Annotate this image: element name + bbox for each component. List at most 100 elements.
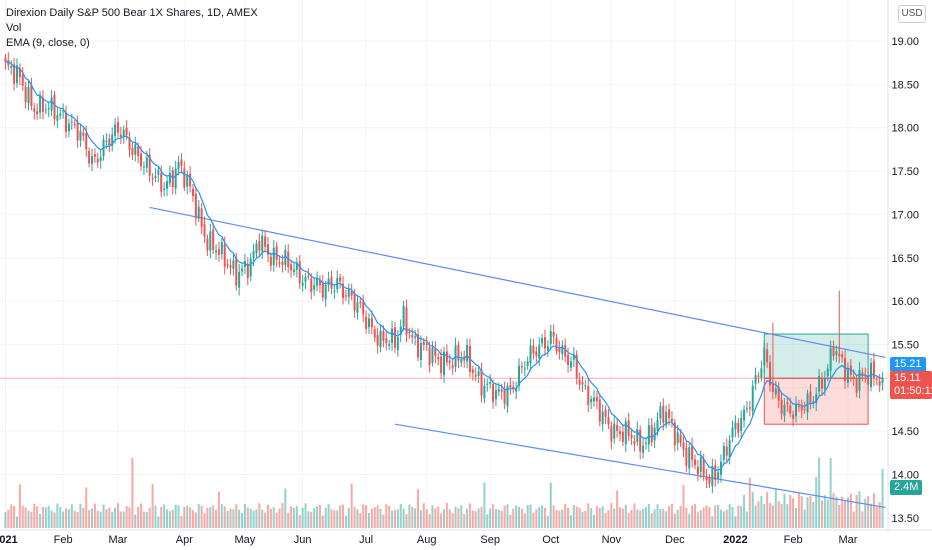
candle-body: [76, 122, 79, 141]
volume-bar: [616, 490, 619, 528]
candle-body: [751, 385, 754, 412]
candle-body: [431, 347, 434, 363]
x-tick-label: Mar: [838, 534, 857, 546]
volume-bar: [820, 500, 823, 528]
candle-body: [584, 385, 587, 387]
candle-body: [561, 345, 564, 355]
candle-body: [569, 361, 572, 368]
volume-bar: [362, 504, 365, 528]
volume-bar: [636, 509, 639, 528]
volume-bar: [180, 516, 183, 528]
trendlines[interactable]: [149, 206, 886, 509]
volume-bar: [88, 509, 91, 528]
volume-bar: [593, 514, 596, 528]
volume-bar: [33, 503, 36, 528]
volume-bar: [39, 513, 42, 528]
candle-body: [803, 409, 806, 411]
candle-body: [304, 277, 307, 282]
currency-button[interactable]: USD: [898, 5, 926, 23]
candle-body: [183, 168, 186, 188]
volume-bar: [777, 501, 780, 528]
volume-bar: [708, 507, 711, 528]
volume-bar: [163, 504, 166, 528]
volume-bar: [272, 507, 275, 528]
candle-body: [567, 354, 570, 365]
candle-body: [405, 307, 408, 335]
volume-bar: [835, 496, 838, 528]
candle-body: [93, 154, 96, 157]
volume-bar: [119, 511, 122, 528]
target-box[interactable]: [763, 333, 869, 379]
candle-body: [578, 380, 581, 385]
volume-bar: [246, 507, 249, 528]
volume-bar: [53, 512, 56, 528]
candle-body: [434, 348, 437, 356]
volume-bar: [373, 507, 376, 528]
volume-bar: [454, 506, 457, 528]
volume-bar: [238, 509, 241, 528]
volume-bar: [431, 505, 434, 528]
volume-bar: [844, 501, 847, 528]
trendline[interactable]: [149, 206, 886, 359]
candle-body: [56, 115, 59, 121]
candle-body: [140, 153, 143, 167]
volume-bar: [858, 491, 861, 528]
candle-body: [70, 121, 73, 123]
volume-bar: [786, 504, 789, 528]
volume-bar: [298, 515, 301, 528]
volume-bar: [21, 505, 24, 528]
volume-bar: [62, 511, 65, 528]
volume-bar: [647, 504, 650, 528]
volume-bar: [321, 515, 324, 528]
trendline[interactable]: [394, 423, 886, 509]
volume-bar: [379, 508, 382, 528]
volume-bar: [506, 504, 509, 528]
volume-bar: [734, 516, 737, 528]
volume-bar: [679, 505, 682, 528]
volume-bar: [203, 513, 206, 528]
candle-body: [509, 385, 512, 388]
candle-body: [79, 130, 82, 141]
volume-bar: [385, 504, 388, 528]
candle-body: [194, 193, 197, 219]
candle-body: [310, 278, 313, 292]
volume-bar: [243, 504, 246, 528]
candle-body: [151, 178, 154, 180]
candle-body: [783, 404, 786, 417]
volume-bar: [763, 503, 766, 528]
candle-body: [417, 334, 420, 358]
volume-value: 2.4M: [894, 481, 919, 493]
candle-body: [217, 249, 220, 255]
volume-bar: [526, 504, 529, 528]
candle-body: [278, 262, 281, 264]
candle-body: [186, 175, 189, 187]
volume-bar: [757, 501, 760, 528]
y-tick-label: 14.00: [891, 470, 919, 482]
volume-bar: [613, 508, 616, 528]
volume-bar: [171, 509, 174, 528]
volume-bar: [766, 492, 769, 528]
volume-bar: [769, 503, 772, 528]
volume-value-tag: 2.4M: [890, 480, 923, 495]
candle-body: [275, 246, 278, 260]
candle-body: [500, 389, 503, 392]
candle-body: [809, 391, 812, 403]
candle-body: [766, 349, 769, 363]
volume-bar: [261, 509, 264, 528]
volume-bar: [809, 496, 812, 528]
candle-body: [852, 376, 855, 379]
candle-body: [287, 251, 290, 267]
volume-bar: [443, 509, 445, 528]
volume-bar: [142, 511, 145, 528]
candle-body: [616, 425, 619, 431]
candle-body: [480, 369, 483, 396]
volume-bar: [572, 505, 575, 528]
legend-ema: EMA (9, close, 0): [6, 37, 90, 49]
candle-body: [411, 334, 414, 338]
ema-value-tag: 15.21: [890, 357, 926, 372]
volume-bar: [18, 484, 21, 528]
volume-bar: [189, 507, 192, 528]
time-axis[interactable]: 2021 Feb Mar Apr May Jun Jul Aug Sep Oct Nov Dec 202…: [0, 534, 858, 546]
candle-body: [717, 472, 720, 479]
